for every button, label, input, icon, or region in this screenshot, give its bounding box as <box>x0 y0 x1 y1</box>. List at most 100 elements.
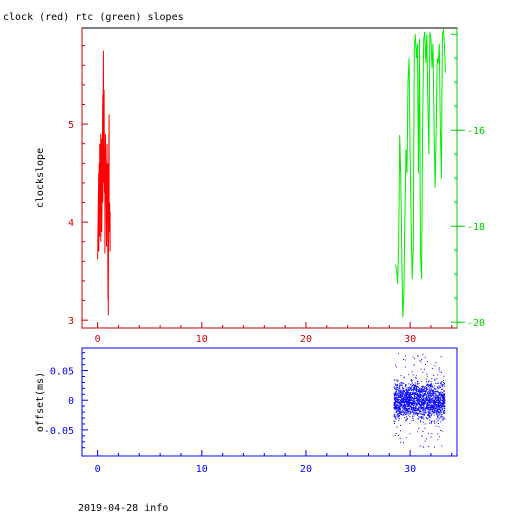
offset-point <box>412 392 414 394</box>
offset-point <box>403 403 405 405</box>
offset-point <box>443 404 445 406</box>
offset-point <box>408 404 410 406</box>
offset-point <box>404 386 406 388</box>
offset-point <box>414 393 416 395</box>
offset-point <box>439 406 440 408</box>
offset-point <box>440 398 442 400</box>
offset-point <box>424 402 426 404</box>
offset-point <box>393 416 395 418</box>
offset-point <box>394 403 396 405</box>
offset-point <box>430 401 432 403</box>
offset-point <box>439 405 441 406</box>
offset-point <box>417 418 419 420</box>
offset-point <box>425 390 427 392</box>
offset-point <box>400 400 402 402</box>
offset-point <box>412 389 414 391</box>
offset-point <box>410 386 412 388</box>
offset-point <box>430 385 431 386</box>
offset-point <box>412 397 414 399</box>
offset-point <box>402 397 404 399</box>
offset-point <box>395 406 397 408</box>
offset-point <box>431 413 433 415</box>
offset-point <box>436 408 438 410</box>
offset-point <box>427 405 429 407</box>
offset-point <box>403 376 405 378</box>
offset-point <box>441 381 443 382</box>
offset-point <box>394 394 396 396</box>
offset-point <box>424 440 426 442</box>
top-x-tick-label: 30 <box>404 334 416 345</box>
offset-point <box>404 399 406 400</box>
offset-point <box>429 400 431 402</box>
offset-point <box>436 405 438 407</box>
offset-point <box>403 394 405 396</box>
offset-point <box>440 395 442 397</box>
offset-point <box>397 405 399 407</box>
offset-point <box>409 395 411 397</box>
offset-point <box>438 402 440 404</box>
offset-point <box>413 407 415 408</box>
bottom-y-axis-label: offset(ms) <box>35 372 46 432</box>
offset-point <box>414 407 416 409</box>
offset-point <box>416 397 418 399</box>
offset-point <box>421 407 423 409</box>
offset-point <box>398 395 400 397</box>
offset-point <box>413 400 414 402</box>
offset-point <box>439 410 441 411</box>
offset-point <box>437 387 439 389</box>
top-right-tick-label: -16 <box>467 126 485 137</box>
offset-point <box>408 386 410 388</box>
offset-point <box>404 399 405 400</box>
offset-point <box>420 404 422 406</box>
offset-point <box>443 393 445 395</box>
offset-point <box>433 397 435 399</box>
offset-point <box>439 394 441 396</box>
offset-point <box>438 418 440 420</box>
offset-point <box>426 390 428 392</box>
offset-point <box>408 389 410 391</box>
offset-point <box>423 405 425 407</box>
offset-point <box>433 421 435 422</box>
offset-point <box>444 410 446 412</box>
top-right-tick-label: -18 <box>467 222 485 233</box>
offset-point <box>428 381 430 383</box>
offset-point <box>420 395 422 397</box>
offset-point <box>435 425 437 427</box>
offset-point <box>417 384 419 386</box>
offset-point <box>443 399 444 401</box>
offset-point <box>393 420 395 422</box>
offset-point <box>398 402 400 404</box>
offset-point <box>422 387 424 389</box>
offset-point <box>398 390 400 392</box>
offset-point <box>419 391 421 393</box>
offset-point <box>421 400 423 402</box>
offset-point <box>421 395 423 397</box>
offset-point <box>403 377 405 379</box>
offset-point <box>439 413 441 415</box>
offset-point <box>444 412 446 414</box>
offset-point <box>406 408 408 410</box>
offset-point <box>438 396 440 398</box>
offset-point <box>397 386 398 388</box>
offset-point <box>399 388 401 390</box>
offset-point <box>409 408 410 409</box>
offset-point <box>442 402 444 404</box>
offset-point <box>396 414 398 416</box>
offset-point <box>417 404 419 406</box>
offset-point <box>401 390 403 392</box>
offset-point <box>412 413 414 415</box>
offset-point <box>443 385 445 387</box>
offset-point <box>416 381 418 383</box>
offset-point <box>394 395 396 397</box>
chart-title: clock (red) rtc (green) slopes <box>3 12 184 23</box>
offset-point <box>426 378 428 380</box>
offset-point <box>440 386 441 388</box>
offset-point <box>430 393 432 395</box>
offset-point <box>397 397 399 399</box>
offset-point <box>412 400 414 402</box>
offset-point <box>397 415 399 417</box>
offset-point <box>407 412 409 414</box>
offset-point <box>423 407 424 409</box>
offset-point <box>424 394 426 396</box>
offset-point <box>423 410 425 412</box>
